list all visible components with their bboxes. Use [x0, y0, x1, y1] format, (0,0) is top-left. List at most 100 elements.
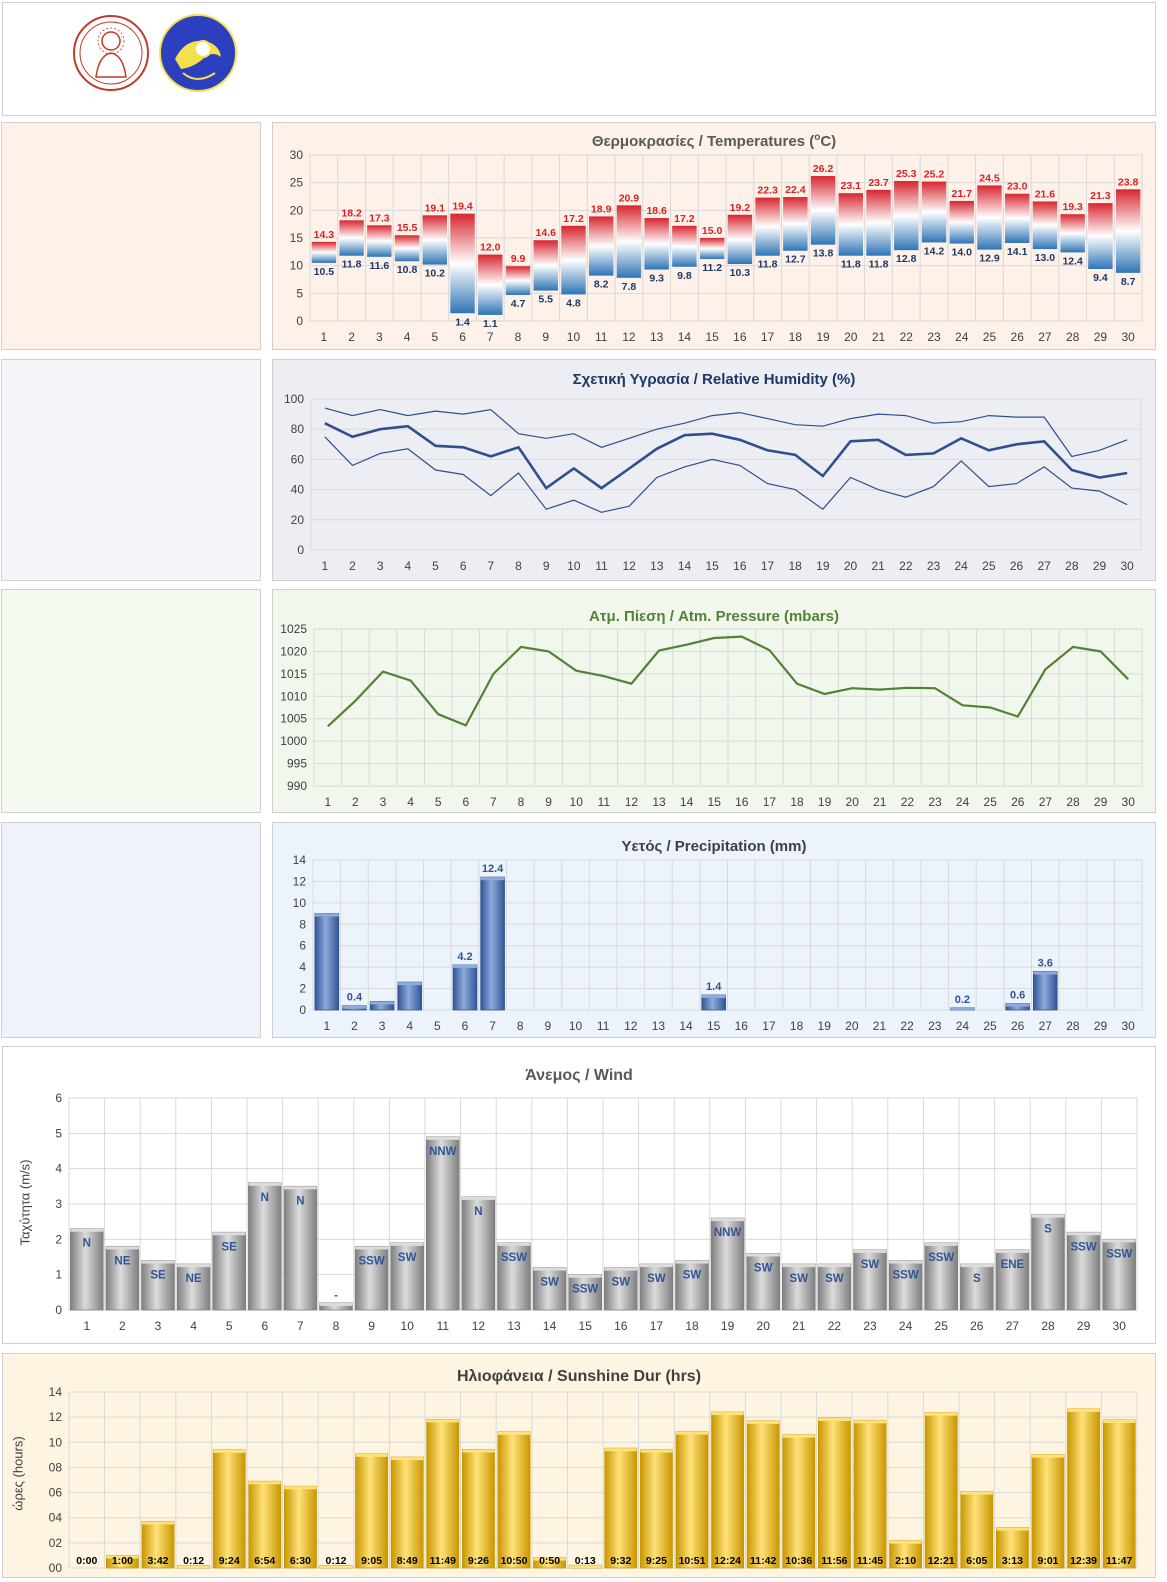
wind-bar-top	[284, 1186, 317, 1190]
y-tick-label: 0	[55, 1303, 62, 1317]
sun-data-label: 9:05	[361, 1555, 382, 1567]
x-tick-label: 17	[763, 795, 777, 809]
sun-bar-top	[675, 1431, 709, 1435]
x-tick-label: 10	[567, 330, 581, 344]
x-tick-label: 4	[407, 795, 414, 809]
x-tick-label: 20	[844, 559, 858, 573]
max-temp-label: 17.3	[369, 212, 390, 224]
wind-bar-top	[462, 1196, 495, 1200]
y-tick-label: 12	[293, 874, 307, 888]
sun-bar-top	[177, 1565, 210, 1568]
sun-data-label: 6:05	[966, 1555, 987, 1567]
min-temp-label: 11.8	[758, 259, 778, 271]
wind-data-label: SW	[825, 1273, 844, 1285]
sun-bar	[141, 1521, 175, 1569]
sun-data-label: 9:26	[468, 1555, 489, 1567]
x-tick-label: 27	[1037, 559, 1051, 573]
sun-bar	[355, 1453, 389, 1569]
sun-bar	[390, 1456, 424, 1569]
y-tick-label: 4	[299, 960, 306, 974]
x-tick-label: 24	[954, 559, 968, 573]
y-tick-label: 2	[55, 1232, 62, 1246]
sunshine-chart: 0002040608101214123456789101112131415161…	[49, 1385, 1138, 1575]
sun-bar	[639, 1449, 673, 1569]
sun-bar-top	[960, 1491, 993, 1495]
min-temp-label: 10.2	[425, 268, 446, 280]
wind-bar-top	[212, 1232, 246, 1236]
y-tick-label: 8	[299, 917, 306, 931]
sunshine-y-axis-title: ώρες (hours)	[10, 1436, 26, 1511]
plot-area	[310, 398, 1142, 551]
sun-bar	[782, 1434, 816, 1569]
wind-bar	[960, 1263, 994, 1311]
x-tick-label: 4	[404, 330, 411, 344]
x-tick-label: 20	[845, 1019, 859, 1033]
x-tick-label: 16	[735, 1019, 749, 1033]
precip-data-label: 1.4	[706, 981, 722, 993]
sunshine-chart-panel: Ηλιοφάνεια / Sunshine Dur (hrs) 00 02 04 06…	[2, 1353, 1156, 1578]
sun-data-label: 12:39	[1070, 1555, 1097, 1567]
sun-data-label: 0:12	[183, 1555, 204, 1567]
temp-range-bar	[588, 216, 614, 276]
sun-data-label: 1:00	[112, 1555, 133, 1567]
wind-data-label: SSW	[1106, 1248, 1132, 1260]
y-tick-label: 0	[297, 543, 304, 557]
x-tick-label: 8	[515, 330, 522, 344]
precip-bar-top	[453, 965, 477, 968]
lab-logo	[159, 14, 237, 92]
temp-range-bar	[810, 176, 836, 245]
sun-bar-top	[284, 1486, 317, 1490]
wind-chart-panel: Άνεμος / Wind 0 1 2 3 4 5 6 1 2 3 4 5 6 7 8 9 10 11 12 13 14…	[2, 1046, 1156, 1344]
sun-data-label: 0:12	[325, 1555, 346, 1567]
x-tick-label: 14	[678, 330, 692, 344]
wind-data-label: SSW	[892, 1270, 918, 1282]
wind-chart-title: Άνεμος / Wind	[525, 1067, 633, 1084]
wind-bar-top	[818, 1264, 851, 1268]
x-tick-label: 19	[818, 795, 832, 809]
wind-data-label: SW	[683, 1270, 702, 1282]
temp-range-bar	[367, 225, 392, 257]
sun-data-label: 9:24	[219, 1555, 240, 1567]
wind-bar	[817, 1263, 852, 1311]
x-tick-label: 9	[545, 1019, 552, 1033]
x-tick-label: 29	[1094, 1019, 1108, 1033]
precip-data-label: 0.4	[347, 992, 363, 1004]
wind-data-label: SW	[612, 1277, 631, 1289]
sun-bar	[533, 1557, 567, 1569]
sun-bar-top	[248, 1481, 281, 1485]
temp-range-bar	[561, 225, 586, 295]
wind-bar-top	[640, 1264, 673, 1268]
wind-bar-top	[604, 1267, 638, 1271]
sun-data-label: 6:30	[290, 1555, 311, 1567]
precip-bar	[397, 981, 422, 1011]
x-tick-label: 27	[1039, 1019, 1053, 1033]
x-tick-label: 12	[624, 1019, 638, 1033]
sun-bar-top	[889, 1540, 922, 1544]
temp-range-bar	[977, 185, 1002, 250]
min-temp-label: 4.8	[566, 297, 581, 309]
wind-bar-top	[177, 1264, 210, 1268]
humidity-side-panel	[1, 359, 261, 581]
sun-bar-top	[747, 1420, 780, 1424]
y-tick-label: 30	[290, 148, 304, 162]
sun-bar-top	[996, 1527, 1029, 1531]
wind-bar	[710, 1217, 745, 1311]
max-temp-label: 21.3	[1090, 190, 1111, 202]
x-tick-label: 19	[816, 330, 830, 344]
x-tick-label: 21	[873, 1019, 887, 1033]
max-temp-label: 18.2	[341, 207, 362, 219]
wind-bar	[1066, 1231, 1101, 1311]
wind-bar-top	[390, 1242, 424, 1246]
wind-data-label: N	[261, 1192, 269, 1204]
wind-data-label: ENE	[1001, 1259, 1025, 1271]
sun-data-label: 8:49	[397, 1555, 418, 1567]
max-temp-label: 17.2	[563, 213, 584, 225]
x-tick-label: 4	[406, 1019, 413, 1033]
x-tick-label: 11	[437, 1319, 450, 1333]
x-tick-label: 24	[955, 330, 969, 344]
temp-range-bar	[1060, 214, 1085, 253]
max-temp-label: 9.9	[511, 253, 526, 265]
humidity-mean-line	[324, 422, 1128, 490]
wind-bar	[1102, 1238, 1136, 1311]
